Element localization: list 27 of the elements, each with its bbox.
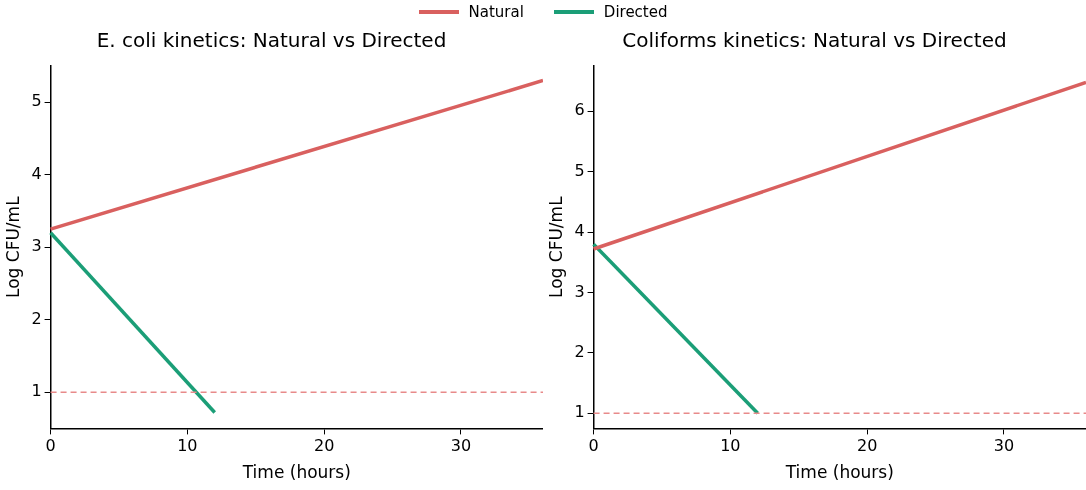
x-tick-label: 20 xyxy=(856,436,878,456)
x-tick-label: 20 xyxy=(313,436,335,456)
x-axis-title: Time (hours) xyxy=(241,462,351,483)
chart-title: E. coli kinetics: Natural vs Directed xyxy=(96,28,447,53)
x-axis-title: Time (hours) xyxy=(784,462,894,483)
y-tick-label: 4 xyxy=(31,163,42,183)
y-tick-label: 4 xyxy=(574,221,585,241)
y-tick-label: 1 xyxy=(31,381,42,401)
x-tick-label: 30 xyxy=(993,436,1015,456)
y-tick-label: 5 xyxy=(574,160,585,180)
x-tick-label: 0 xyxy=(45,436,56,456)
y-axis-title: Log CFU/mL xyxy=(545,195,566,299)
y-tick-label: 6 xyxy=(574,100,585,120)
x-tick-label: 10 xyxy=(177,436,198,456)
x-tick-label: 30 xyxy=(450,436,472,456)
y-tick-label: 2 xyxy=(574,342,585,362)
legend-label: Directed xyxy=(603,3,668,21)
y-tick-label: 3 xyxy=(31,236,42,256)
y-tick-label: 2 xyxy=(31,308,42,328)
x-tick-label: 0 xyxy=(588,436,599,456)
legend-label: Natural xyxy=(468,3,524,21)
y-tick-label: 3 xyxy=(574,281,585,301)
y-axis-title: Log CFU/mL xyxy=(2,195,23,299)
y-tick-label: 5 xyxy=(31,91,42,111)
x-tick-label: 10 xyxy=(720,436,741,456)
y-tick-label: 1 xyxy=(574,402,585,422)
chart-title: Coliforms kinetics: Natural vs Directed xyxy=(622,28,1007,53)
